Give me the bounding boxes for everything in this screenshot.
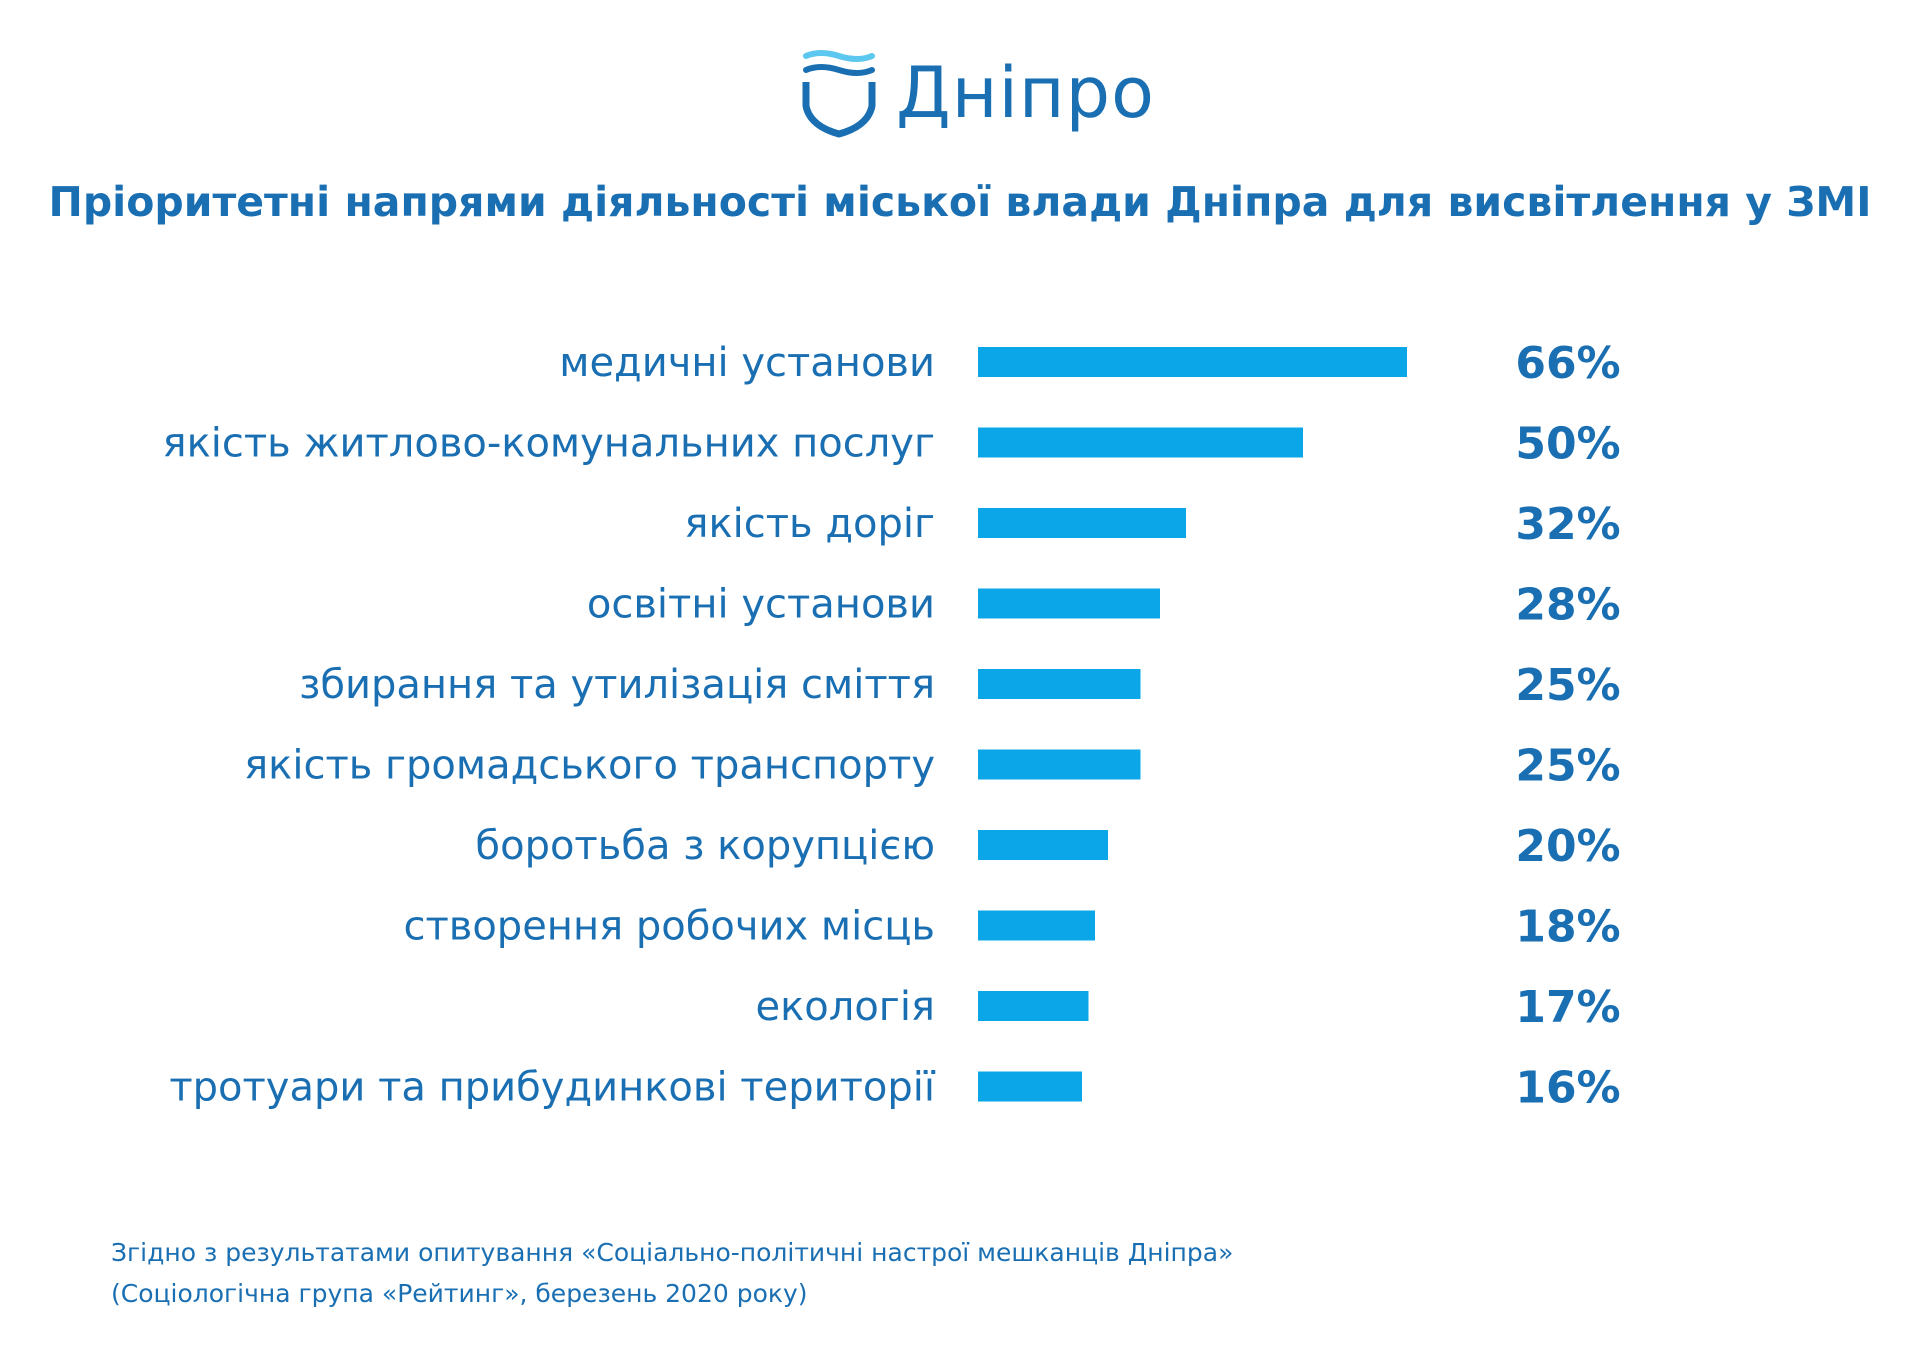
logo-text: Дніпро [896, 52, 1155, 134]
category-label: збирання та утилізація сміття [299, 662, 935, 708]
category-label: створення робочих місць [403, 904, 935, 950]
value-label: 66% [1515, 338, 1620, 389]
footnote-line-2: (Соціологічна група «Рейтинг», березень … [111, 1279, 808, 1308]
bar [978, 1071, 1082, 1102]
footnote-line-1: Згідно з результатами опитування «Соціал… [111, 1238, 1234, 1267]
category-label: якість громадського транспорту [244, 743, 935, 789]
value-label: 17% [1515, 982, 1620, 1033]
bar [978, 588, 1160, 619]
value-label: 25% [1515, 660, 1620, 711]
bar [978, 991, 1089, 1021]
value-label: 16% [1515, 1063, 1620, 1114]
bar [978, 508, 1186, 538]
bar [978, 749, 1141, 780]
category-label: освітні установи [587, 582, 935, 628]
value-label: 18% [1515, 902, 1620, 953]
category-label: тротуари та прибудинкові території [169, 1065, 936, 1111]
category-label: екологія [756, 984, 935, 1030]
category-label: якість доріг [684, 501, 935, 547]
value-label: 32% [1515, 499, 1620, 550]
value-label: 50% [1515, 419, 1620, 470]
bar [978, 347, 1407, 377]
logo: Дніпро [800, 48, 1155, 138]
bar [978, 427, 1303, 458]
category-label: боротьба з корупцією [475, 823, 935, 869]
value-label: 20% [1515, 821, 1620, 872]
chart-title: Пріоритетні напрями діяльності міської в… [48, 178, 1872, 226]
value-label: 28% [1515, 580, 1620, 631]
bar [978, 669, 1141, 699]
category-label: якість житлово-комунальних послуг [163, 421, 935, 467]
shield-wave-icon [802, 50, 876, 138]
value-label: 25% [1515, 741, 1620, 792]
category-label: медичні установи [559, 340, 935, 386]
bar [978, 910, 1095, 941]
bar [978, 830, 1108, 860]
footnote: Згідно з результатами опитування «Соціал… [111, 1232, 1233, 1314]
